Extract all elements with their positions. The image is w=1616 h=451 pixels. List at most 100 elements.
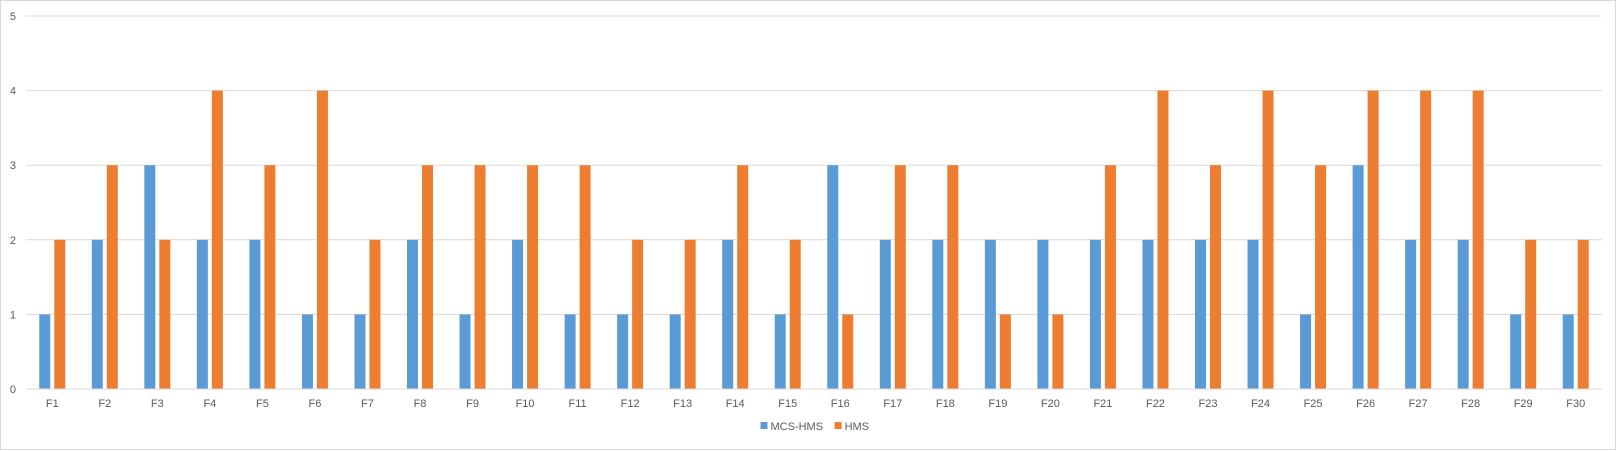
x-tick-label: F5 (256, 398, 269, 410)
bar-hms-f28 (1472, 90, 1484, 389)
bar-hms-f8 (422, 165, 433, 389)
bar-mcs-hms-f6 (301, 314, 313, 389)
x-tick-label: F25 (1304, 398, 1323, 410)
y-tick-label: 5 (10, 11, 16, 23)
bar-hms-f3 (159, 239, 171, 389)
bar-hms-f9 (474, 165, 486, 389)
bar-hms-f11 (579, 165, 591, 389)
bar-mcs-hms-f11 (564, 314, 576, 389)
x-tick-label: F29 (1514, 398, 1533, 410)
bar-hms-f7 (369, 239, 381, 389)
bar-hms-f21 (1104, 165, 1116, 389)
x-tick-label: F8 (414, 398, 427, 410)
bar-mcs-hms-f2 (91, 239, 103, 389)
legend-label-hms: HMS (845, 421, 869, 433)
bar-mcs-hms-f12 (617, 314, 629, 389)
x-tick-label: F7 (361, 398, 374, 410)
bar-hms-f16 (842, 314, 854, 389)
x-tick-label: F21 (1093, 398, 1112, 410)
bar-mcs-hms-f8 (407, 239, 418, 389)
x-tick-label: F23 (1199, 398, 1218, 410)
x-tick-label: F20 (1041, 398, 1060, 410)
bar-hms-f4 (211, 90, 223, 389)
bar-hms-f24 (1262, 90, 1274, 389)
bar-mcs-hms-f4 (196, 239, 208, 389)
x-tick-label: F4 (203, 398, 216, 410)
bar-mcs-hms-f19 (984, 239, 996, 389)
bar-mcs-hms-f18 (932, 239, 944, 389)
bar-mcs-hms-f25 (1300, 314, 1312, 389)
legend-label-mcs-hms: MCS-HMS (771, 421, 824, 433)
bar-mcs-hms-f23 (1195, 239, 1206, 389)
bar-mcs-hms-f13 (669, 314, 681, 389)
x-tick-label: F16 (831, 398, 850, 410)
x-tick-label: F22 (1146, 398, 1165, 410)
y-tick-label: 2 (10, 235, 16, 247)
x-tick-label: F13 (673, 398, 692, 410)
bar-hms-f6 (316, 90, 328, 389)
bar-hms-f18 (947, 165, 959, 389)
y-tick-label: 0 (10, 384, 16, 396)
bar-mcs-hms-f3 (144, 165, 156, 389)
x-tick-label: F2 (98, 398, 111, 410)
bar-hms-f27 (1420, 90, 1432, 389)
bar-hms-f19 (999, 314, 1011, 389)
bar-mcs-hms-f1 (39, 314, 51, 389)
bar-mcs-hms-f7 (354, 314, 366, 389)
bar-mcs-hms-f10 (512, 239, 524, 389)
x-tick-label: F28 (1461, 398, 1480, 410)
x-tick-label: F26 (1356, 398, 1375, 410)
x-tick-label: F15 (778, 398, 797, 410)
bar-mcs-hms-f27 (1405, 239, 1417, 389)
legend-swatch-hms (834, 422, 842, 429)
bar-mcs-hms-f9 (459, 314, 471, 389)
x-tick-label: F11 (569, 398, 587, 410)
gridlines (26, 15, 1602, 315)
bar-hms-f23 (1210, 165, 1221, 389)
x-tick-label: F3 (151, 398, 164, 410)
bar-hms-f12 (632, 239, 644, 389)
x-tick-label: F24 (1251, 398, 1270, 410)
bar-hms-f30 (1577, 239, 1589, 389)
bar-mcs-hms-f29 (1510, 314, 1522, 389)
bar-mcs-hms-f17 (879, 239, 891, 389)
bar-mcs-hms-f14 (722, 239, 734, 389)
legend-swatch-mcs-hms (760, 422, 768, 429)
bar-hms-f14 (737, 165, 749, 389)
bar-hms-f2 (106, 165, 118, 389)
y-tick-label: 1 (10, 309, 16, 321)
bar-hms-f10 (527, 165, 539, 389)
x-tick-label: F6 (309, 398, 322, 410)
x-tick-label: F12 (621, 398, 640, 410)
y-tick-label: 4 (10, 86, 16, 98)
x-tick-label: F1 (46, 398, 59, 410)
x-tick-label: F30 (1566, 398, 1585, 410)
bar-hms-f20 (1052, 314, 1064, 389)
x-tick-label: F27 (1409, 398, 1428, 410)
bar-mcs-hms-f24 (1247, 239, 1259, 389)
bar-hms-f17 (894, 165, 906, 389)
bar-hms-f29 (1525, 239, 1537, 389)
bar-mcs-hms-f16 (827, 165, 839, 389)
x-tick-label: F17 (883, 398, 902, 410)
x-tick-label: F18 (936, 398, 955, 410)
x-tick-label: F10 (516, 398, 535, 410)
bar-mcs-hms-f21 (1089, 239, 1101, 389)
bar-mcs-hms-f5 (249, 239, 261, 389)
y-tick-label: 3 (10, 160, 16, 172)
bar-hms-f13 (684, 239, 696, 389)
legend: MCS-HMS HMS (760, 421, 869, 433)
bar-mcs-hms-f30 (1562, 314, 1574, 389)
bar-hms-f22 (1157, 90, 1169, 389)
bar-mcs-hms-f15 (774, 314, 786, 389)
bar-hms-f26 (1367, 90, 1379, 389)
bar-hms-f15 (789, 239, 801, 389)
bar-mcs-hms-f20 (1037, 239, 1049, 389)
x-tick-label: F19 (988, 398, 1007, 410)
y-axis-tick-labels: 0 1 2 3 4 5 (10, 11, 16, 396)
x-axis-tick-labels: F1 F2 F3 F4 F5 F6 F7 F8 F9 F10 F11 F12 F13 F14 F15 F16 F… (46, 398, 1585, 410)
bar-hms-f1 (54, 239, 66, 389)
bar-hms-f5 (264, 165, 276, 389)
